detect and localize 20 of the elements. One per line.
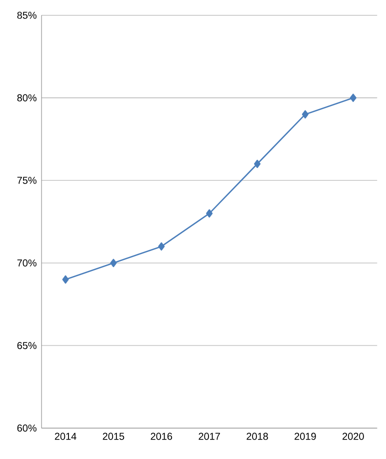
y-tick-label: 65% xyxy=(17,342,36,350)
x-tick-label: 2019 xyxy=(294,432,316,440)
point xyxy=(350,94,356,102)
x-tick-label: 2015 xyxy=(102,432,124,440)
x-tick-label: 2014 xyxy=(54,432,76,440)
y-tick-label: 80% xyxy=(17,94,36,102)
x-tick-label: 2020 xyxy=(342,432,364,440)
y-tick-label: 85% xyxy=(17,12,36,19)
x-tick-label: 2018 xyxy=(246,432,268,440)
point xyxy=(254,160,261,168)
point xyxy=(110,258,117,268)
y-tick-label: 60% xyxy=(17,424,36,432)
y-tick-label: 70% xyxy=(17,259,36,266)
point xyxy=(206,209,213,218)
x-tick-label: 2016 xyxy=(150,432,172,440)
point xyxy=(302,110,308,118)
x-tick-label: 2017 xyxy=(198,432,220,440)
y-tick-label: 75% xyxy=(17,176,36,184)
point xyxy=(62,275,69,284)
point xyxy=(158,242,165,251)
